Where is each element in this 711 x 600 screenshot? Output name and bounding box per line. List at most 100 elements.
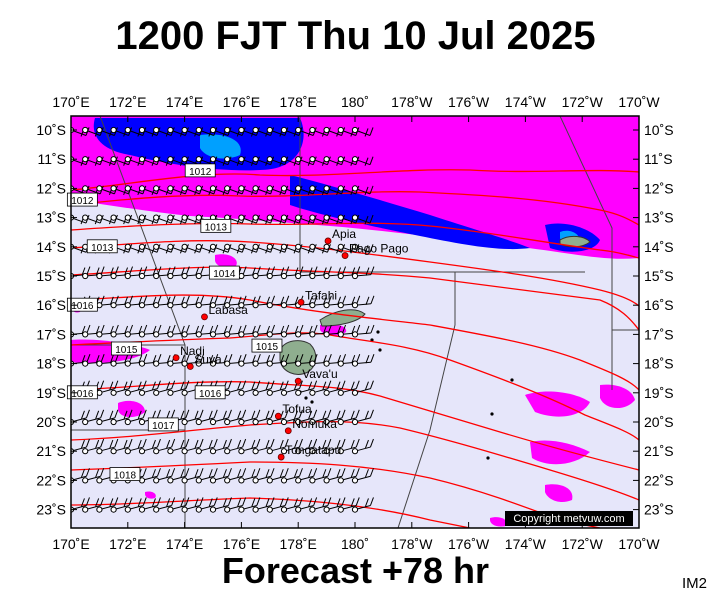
barb-feather [370, 295, 375, 304]
wind-barb [224, 409, 247, 426]
isobar-label-box [109, 467, 141, 481]
barb-feather [279, 469, 284, 478]
barb-feather [313, 324, 318, 334]
wind-barb [224, 468, 247, 484]
barb-feather [151, 439, 156, 449]
barb-feather [180, 498, 185, 507]
barb-station [82, 360, 89, 367]
barb-station [153, 156, 160, 163]
barb-feather [270, 438, 275, 448]
barb-station [351, 360, 359, 367]
wind-barb [96, 438, 119, 455]
place-label: Suva [194, 353, 222, 367]
barb-station [195, 448, 202, 455]
barb-station [110, 418, 117, 426]
isobar-label-text: 1017 [152, 421, 175, 432]
wind-barb [266, 156, 289, 166]
barb-feather [195, 355, 200, 364]
barb-feather [171, 468, 176, 477]
latitude-label-right: 19˚S [644, 385, 674, 401]
barb-feather [341, 468, 346, 477]
barb-station [309, 506, 316, 513]
place-label: Nadi [180, 344, 205, 358]
precip-area [145, 491, 156, 499]
barb-feather [123, 410, 128, 420]
wind-barb [110, 266, 134, 280]
barb-station [266, 477, 273, 484]
barb-feather [308, 267, 313, 276]
barb-feather [152, 296, 157, 305]
copyright-box: Copyright metvuw.com [505, 511, 633, 526]
barb-feather [266, 267, 271, 276]
isobar-label: 1016 [66, 297, 98, 312]
barb-feather [265, 469, 270, 478]
barb-feather [251, 381, 256, 390]
wind-barb [238, 497, 261, 513]
island-viti-levu [279, 340, 317, 375]
wind-barb [351, 266, 375, 280]
barb-station [167, 272, 174, 280]
barb-feather [313, 497, 318, 506]
place-label: Tongatapu [285, 443, 341, 457]
isobar-label-box [66, 297, 98, 312]
barb-feather [95, 469, 100, 478]
longitude-label-top: 178˚E [280, 94, 317, 110]
barb-feather [341, 380, 346, 389]
barb-feather [208, 469, 213, 478]
latitude-label-right: 11˚S [644, 151, 673, 167]
wind-barb [266, 324, 290, 338]
city-dot [277, 453, 285, 461]
barb-station [309, 214, 316, 221]
barb-feather [195, 325, 200, 335]
wind-barb [337, 409, 360, 426]
wind-barb [252, 497, 275, 513]
barb-feather [124, 267, 129, 276]
barb-station [337, 331, 344, 338]
wind-barb [351, 243, 374, 254]
barb-feather [237, 469, 242, 478]
barb-feather [336, 381, 341, 390]
barb-feather [195, 267, 200, 276]
barb-station [238, 156, 245, 163]
barb-station [124, 448, 131, 455]
longitude-label-top: 172˚E [109, 94, 146, 110]
barb-station [195, 506, 202, 513]
barb-station [167, 214, 174, 221]
barb-feather [280, 296, 285, 305]
copyright-text: Copyright metvuw.com [513, 513, 624, 525]
longitude-label-bottom: 170˚E [52, 536, 89, 552]
barb-station [124, 272, 131, 280]
small-island [510, 378, 514, 382]
barb-station [280, 126, 288, 134]
wind-barb [309, 438, 332, 455]
barb-station [309, 126, 316, 134]
barb-station [124, 506, 131, 513]
barb-feather [128, 497, 133, 506]
barb-feather [322, 355, 327, 364]
barb-station [252, 418, 259, 426]
wind-barb [138, 266, 162, 280]
wind-barb [337, 438, 360, 455]
barb-feather [180, 439, 185, 449]
longitude-label-bottom: 178˚W [391, 536, 433, 552]
isobar-label-text: 1014 [213, 269, 236, 280]
barb-station [309, 448, 316, 455]
wind-barb [153, 468, 176, 484]
barb-station [252, 243, 259, 250]
barb-feather [114, 295, 119, 304]
barb-feather [299, 354, 304, 363]
barb-feather [364, 157, 369, 166]
barb-feather [143, 295, 148, 304]
wind-barb [96, 409, 119, 426]
barb-feather [194, 469, 199, 478]
wind-barb [295, 438, 318, 455]
barb-feather [151, 469, 156, 478]
barb-feather [86, 354, 91, 363]
barb-feather [294, 355, 299, 364]
barb-station [167, 302, 174, 309]
barb-feather [180, 410, 185, 420]
barb-station [323, 360, 330, 367]
barb-feather [322, 267, 327, 276]
barb-station [295, 418, 302, 426]
barb-station [181, 214, 188, 221]
